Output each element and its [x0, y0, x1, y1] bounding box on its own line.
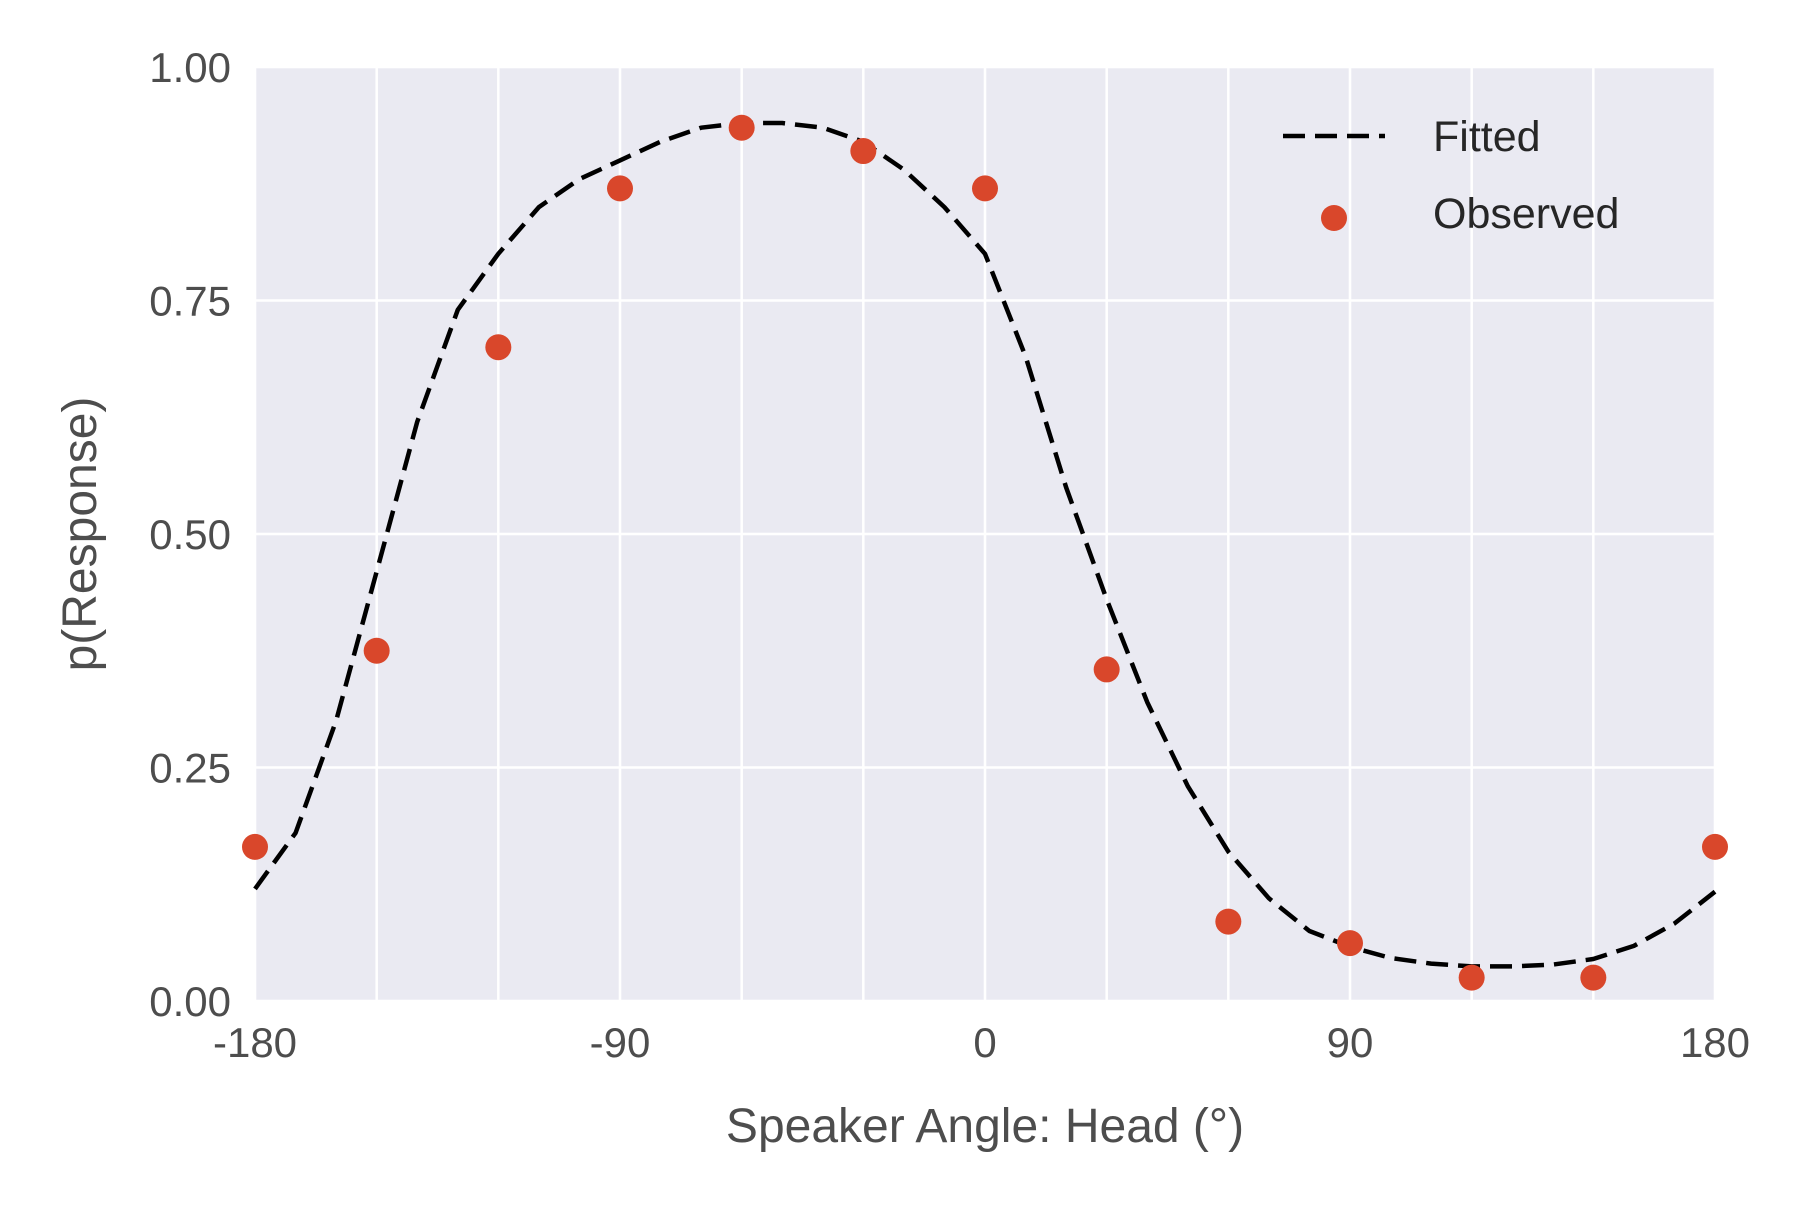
observed-point: [1337, 930, 1363, 957]
y-tick-label: 0.25: [149, 745, 231, 792]
x-tick-label: 0: [973, 1019, 996, 1066]
tick-labels: -180 -90 0 90 180 0.00 0.25 0.50 0.75 1.00: [149, 44, 1750, 1066]
observed-point: [1458, 964, 1485, 991]
observed-point: [1093, 656, 1120, 683]
legend-observed-swatch: [1321, 205, 1347, 231]
y-tick-label: 1.00: [149, 44, 231, 91]
observed-point: [363, 637, 390, 664]
legend: Fitted Observed: [1283, 113, 1619, 238]
x-tick-label: -90: [590, 1019, 651, 1066]
x-tick-label: 90: [1327, 1019, 1374, 1066]
y-tick-label: 0.00: [149, 978, 231, 1025]
grid-lines: [253, 65, 1717, 1003]
x-tick-label: 180: [1680, 1019, 1750, 1066]
y-axis-title: p(Response): [54, 397, 107, 672]
observed-point: [728, 114, 755, 141]
observed-point: [972, 175, 998, 202]
y-tick-label: 0.50: [149, 511, 231, 558]
legend-fitted-label: Fitted: [1433, 113, 1541, 161]
x-axis-title: Speaker Angle: Head (°): [726, 1100, 1244, 1153]
observed-point: [1702, 833, 1728, 860]
observed-point: [1215, 908, 1242, 935]
observed-point: [607, 175, 633, 202]
observed-point: [485, 334, 512, 361]
observed-point: [242, 833, 268, 860]
legend-observed-label: Observed: [1433, 190, 1619, 238]
observed-points-layer: [242, 114, 1728, 991]
y-tick-label: 0.75: [149, 278, 231, 325]
x-tick-label: -180: [213, 1019, 297, 1066]
observed-point: [850, 138, 877, 165]
observed-point: [1580, 964, 1607, 991]
